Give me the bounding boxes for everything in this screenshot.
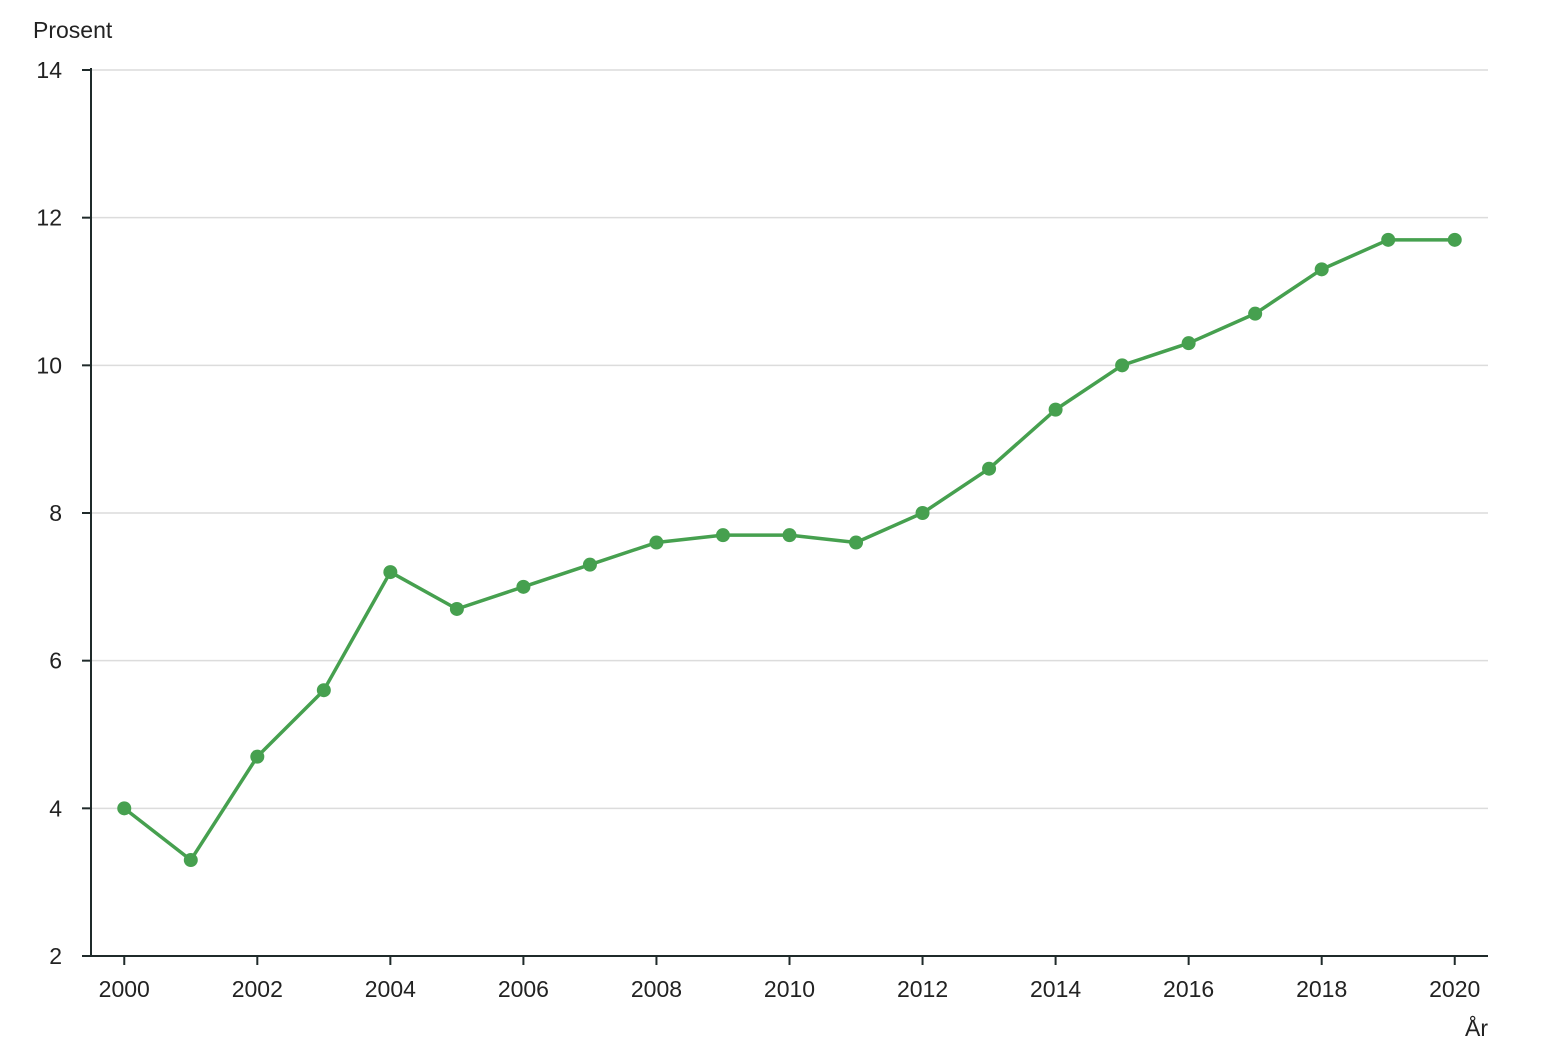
axes: [90, 68, 1488, 957]
x-tick-label: 2018: [1296, 976, 1347, 1002]
y-tick-label: 10: [36, 352, 62, 378]
x-tick-label: 2014: [1030, 976, 1081, 1002]
data-point-2001[interactable]: [183, 853, 198, 868]
data-point-2020[interactable]: [1447, 232, 1462, 247]
data-point-2010[interactable]: [782, 528, 797, 543]
data-point-2013[interactable]: [982, 461, 997, 476]
y-tick-label: 14: [36, 57, 62, 83]
data-point-2011[interactable]: [849, 535, 864, 550]
x-tick-label: 2010: [764, 976, 815, 1002]
data-point-2019[interactable]: [1381, 232, 1396, 247]
x-tick-label: 2000: [99, 976, 150, 1002]
x-tick-label: 2020: [1429, 976, 1480, 1002]
data-point-2003[interactable]: [316, 683, 331, 698]
y-tick-label: 4: [49, 795, 62, 821]
data-point-2002[interactable]: [250, 749, 265, 764]
data-point-2014[interactable]: [1048, 402, 1063, 417]
x-tick-label: 2016: [1163, 976, 1214, 1002]
data-point-2005[interactable]: [449, 601, 464, 616]
data-point-2018[interactable]: [1314, 262, 1329, 277]
data-point-2015[interactable]: [1115, 358, 1130, 373]
y-tick-label: 6: [49, 648, 62, 674]
x-tick-label: 2004: [365, 976, 416, 1002]
y-tick-label: 8: [49, 500, 62, 526]
gridlines: [91, 69, 1488, 810]
data-point-2006[interactable]: [516, 579, 531, 594]
data-point-2000[interactable]: [117, 801, 132, 816]
x-tick-label: 2006: [498, 976, 549, 1002]
x-tick-label: 2002: [232, 976, 283, 1002]
x-axis-title: År: [1465, 1014, 1488, 1041]
y-axis-ticks: 2 4 6 8 10 12 14: [36, 57, 91, 969]
y-tick-label: 2: [49, 943, 62, 969]
data-point-2008[interactable]: [649, 535, 664, 550]
data-point-2012[interactable]: [915, 506, 930, 520]
y-tick-label: 12: [36, 205, 62, 231]
x-tick-label: 2012: [897, 976, 948, 1002]
x-tick-label: 2008: [631, 976, 682, 1002]
data-point-2007[interactable]: [582, 557, 597, 572]
y-axis-title: Prosent: [33, 17, 113, 43]
data-point-2017[interactable]: [1248, 306, 1263, 321]
data-point-2009[interactable]: [715, 528, 730, 543]
x-axis-ticks: 2000 2002 2004 2006 2008 2010 2012 2014 2016 2018…: [99, 956, 1480, 1002]
series: [117, 232, 1462, 868]
data-point-2004[interactable]: [383, 565, 398, 580]
series-line: [122, 238, 1457, 862]
data-point-2016[interactable]: [1181, 336, 1196, 351]
